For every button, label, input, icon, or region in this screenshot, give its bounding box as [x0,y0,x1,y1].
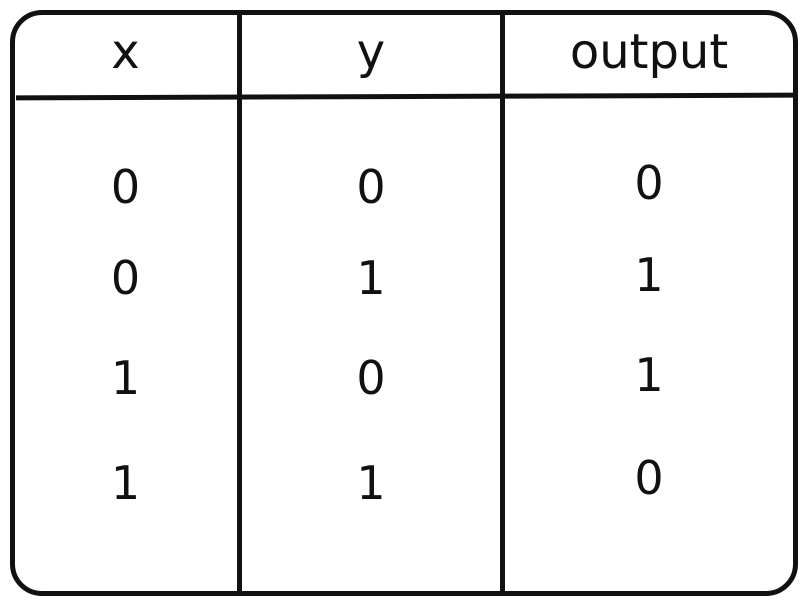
row-1-x: 0 [110,160,141,214]
row-4-output: 0 [634,451,664,505]
row-4-x: 1 [110,456,141,510]
row-1-y: 0 [356,160,386,214]
row-1-output: 0 [634,156,664,210]
column-divider-1 [237,14,242,592]
column-divider-2 [500,14,505,592]
row-2-output: 1 [634,248,664,302]
row-3-output: 1 [634,348,664,402]
header-output: output [569,24,729,80]
header-x: x [111,24,140,80]
truth-table-frame [10,10,798,596]
row-4-y: 1 [356,456,386,510]
header-y: y [356,24,386,80]
row-2-y: 1 [356,251,386,305]
row-2-x: 0 [110,251,141,305]
row-3-y: 0 [356,351,386,405]
row-3-x: 1 [110,351,141,405]
